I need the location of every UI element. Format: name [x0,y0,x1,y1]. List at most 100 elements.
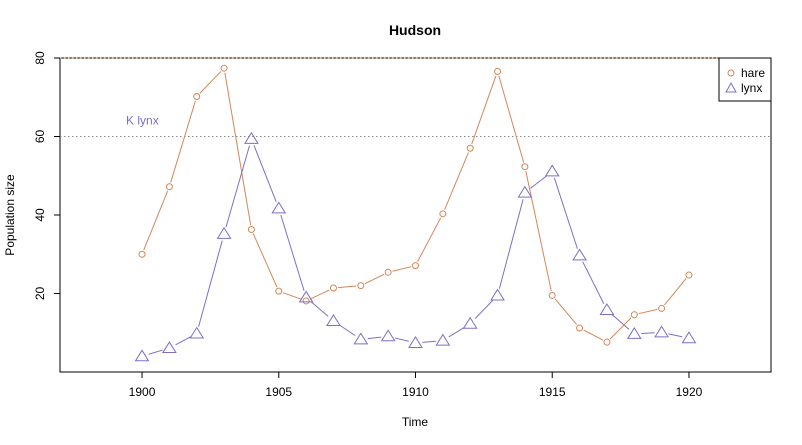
legend-label-lynx: lynx [741,81,762,95]
hare-segment-8 [364,273,385,285]
lynx-segment-7 [338,324,356,336]
lynx-segment-19 [668,333,683,338]
hare-segment-5 [282,292,303,300]
lynx-segment-0 [148,349,163,355]
hare-point-10 [412,262,419,270]
hare-segment-2 [199,71,222,94]
lynx-segment-17 [611,314,630,330]
hare-segment-7 [337,285,357,289]
hare-point-8 [357,282,365,290]
hare-segment-6 [309,289,330,300]
hare-segment-12 [471,75,497,145]
lynx-point-4 [244,131,259,144]
lynx-segment-1 [175,336,191,346]
lynx-segment-5 [280,214,305,291]
lynx-segment-2 [198,240,223,327]
series-layer [134,64,697,362]
lynx-point-5 [271,201,287,214]
hare-point-14 [521,163,529,171]
x-tick-label-0: 1900 [129,385,156,399]
legend-label-hare: hare [741,66,765,80]
hare-segment-18 [638,308,658,315]
lynx-segment-14 [530,175,548,189]
lynx-point-8 [353,332,369,345]
lynx-point-18 [626,326,642,339]
hare-point-17 [603,338,611,346]
chart-title: Hudson [389,22,441,38]
y-axis: 20 40 60 80 [33,51,60,300]
lynx-segment-9 [394,337,409,342]
lynx-point-0 [134,349,150,362]
lynx-point-17 [599,303,615,315]
hare-point-19 [658,304,666,312]
plot-area [59,57,772,373]
lynx-segment-16 [582,261,605,304]
hare-segment-11 [444,152,469,210]
lynx-segment-6 [311,301,329,317]
hare-segment-10 [417,217,442,262]
lynx-segment-12 [474,300,494,320]
hare-segment-15 [554,298,578,325]
legend-marker-hare [727,69,735,77]
hare-point-6 [302,297,310,305]
lynx-segment-18 [641,332,655,335]
lynx-point-15 [544,164,560,177]
hare-segment-3 [224,72,252,226]
x-tick-label-4: 1920 [676,385,703,399]
y-tick-label-1: 40 [33,208,47,222]
lynx-point-7 [326,314,341,326]
hare-segment-14 [525,171,552,292]
lynx-point-14 [517,185,533,198]
lynx-point-2 [189,326,205,339]
y-tick-label-3: 80 [33,51,47,65]
hare-point-18 [630,311,638,319]
reference-lines [60,57,771,137]
legend-marker-lynx [725,81,737,93]
x-tick-label-3: 1915 [539,385,566,399]
hare-point-11 [439,210,447,218]
hare-point-16 [576,324,584,332]
annotation-0: K lynx [126,114,159,128]
lynx-point-16 [572,248,587,261]
y-axis-label: Population size [3,174,17,256]
lynx-point-10 [408,336,423,348]
hare-point-13 [494,67,502,75]
x-tick-label-1: 1905 [265,385,292,399]
annotations: K lynx [126,114,159,128]
hare-segment-13 [498,75,525,163]
hare-segment-1 [170,100,196,183]
lynx-segment-8 [367,336,382,340]
x-axis-label: Time [402,415,429,429]
lynx-point-20 [681,331,697,344]
x-tick-label-2: 1910 [402,385,429,399]
hare-point-9 [384,268,392,276]
series-hare [138,64,693,346]
hare-segment-17 [609,317,632,340]
hare-point-15 [548,291,556,299]
hare-point-2 [193,92,201,100]
hare-segment-19 [664,278,687,306]
hare-point-0 [138,250,146,258]
hare-point-12 [466,144,474,152]
lynx-segment-4 [253,145,277,202]
hare-point-20 [685,271,693,279]
lynx-segment-10 [422,340,436,343]
hare-point-5 [275,287,283,295]
hare-segment-16 [583,329,604,341]
lynx-point-11 [435,333,451,346]
y-tick-label-2: 60 [33,130,47,144]
hare-point-3 [220,64,228,72]
hare-segment-4 [252,233,278,288]
lynx-segment-11 [448,326,465,338]
lynx-segment-13 [498,199,524,289]
y-tick-label-0: 20 [33,287,47,301]
lynx-point-1 [161,341,177,354]
hare-point-4 [247,226,255,234]
hare-point-1 [165,183,173,191]
lynx-point-13 [490,288,505,301]
lynx-point-9 [380,329,396,342]
lynx-point-12 [462,316,478,329]
lynx-point-6 [298,290,314,303]
